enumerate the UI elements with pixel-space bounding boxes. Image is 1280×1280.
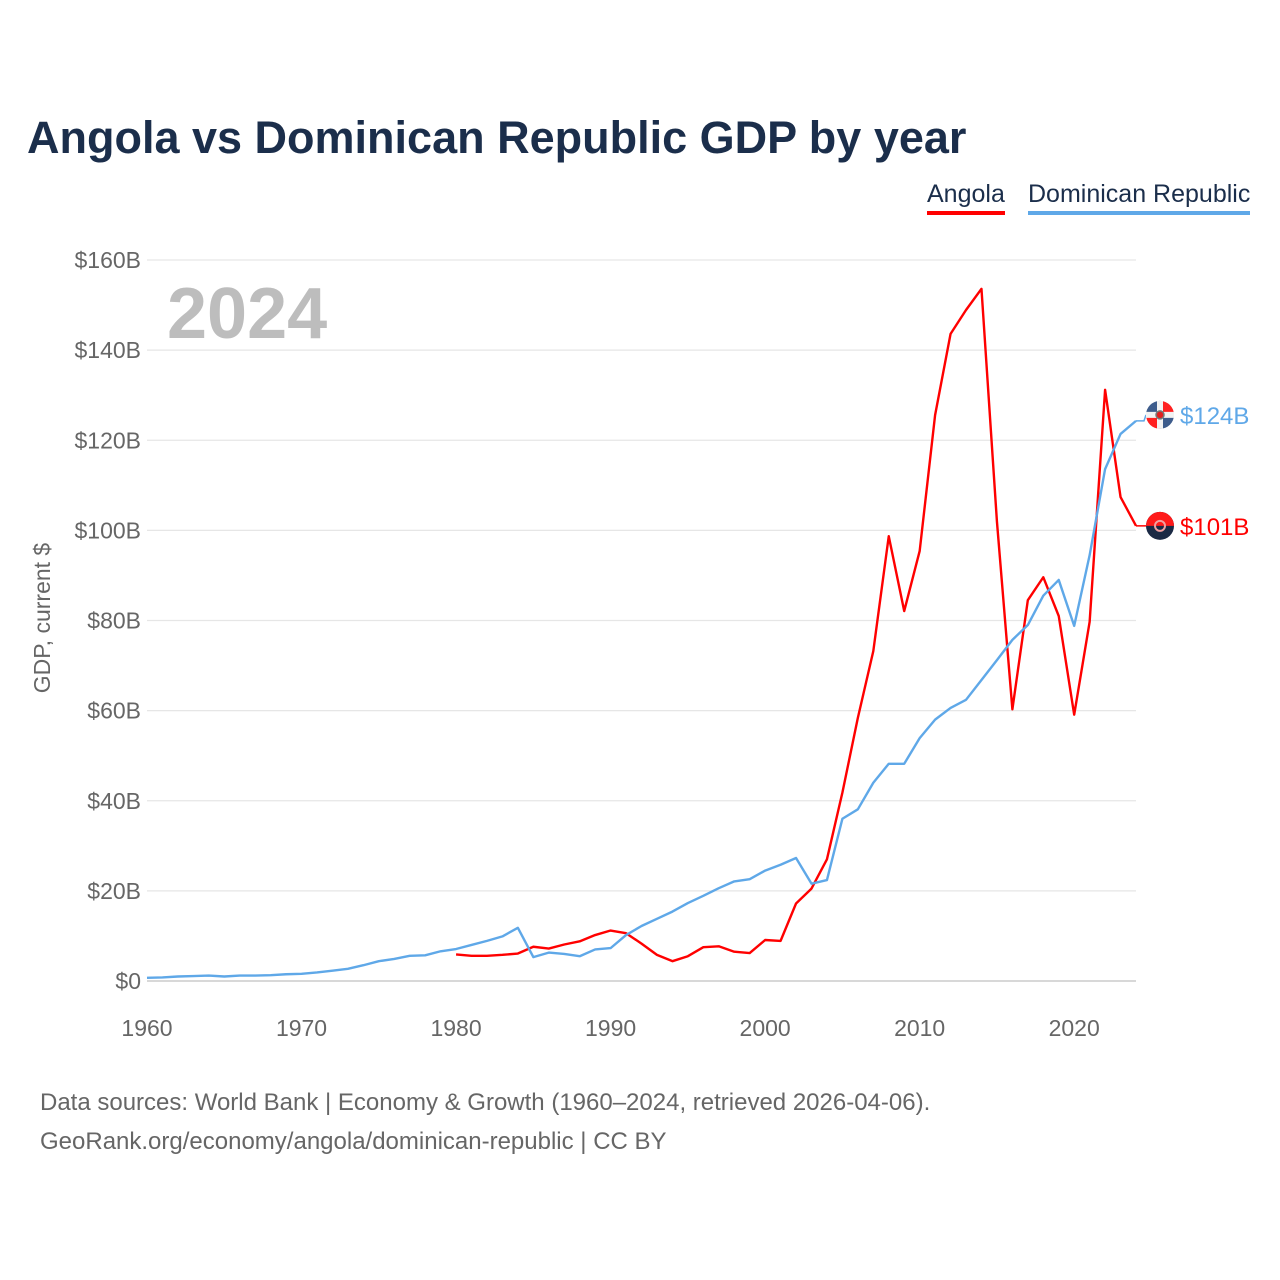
- y-tick-label: $0: [115, 968, 141, 994]
- end-connector: [1136, 414, 1147, 422]
- x-tick-label: 2020: [1049, 1015, 1100, 1041]
- angola-flag-icon: [1146, 511, 1174, 540]
- dominican-republic-flag-icon: [1146, 400, 1174, 429]
- x-tick-label: 1970: [276, 1015, 327, 1041]
- y-tick-label: $160B: [74, 247, 141, 273]
- y-tick-label: $20B: [87, 878, 141, 904]
- x-tick-label: 1980: [430, 1015, 481, 1041]
- y-tick-label: $120B: [74, 427, 141, 453]
- chart-title: Angola vs Dominican Republic GDP by year: [27, 112, 967, 163]
- end-value-label: $124B: [1180, 403, 1249, 430]
- y-tick-label: $140B: [74, 337, 141, 363]
- year-watermark: 2024: [167, 274, 327, 354]
- footer-link[interactable]: GeoRank.org/economy/angola/dominican-rep…: [40, 1128, 667, 1155]
- y-tick-label: $40B: [87, 788, 141, 814]
- x-tick-label: 1960: [121, 1015, 172, 1041]
- y-axis-label: GDP, current $: [29, 543, 55, 694]
- y-tick-label: $80B: [87, 608, 141, 634]
- y-tick-label: $100B: [74, 517, 141, 543]
- footer: Data sources: World Bank | Economy & Gro…: [40, 1083, 930, 1161]
- legend-item-angola[interactable]: Angola: [927, 180, 1005, 215]
- x-tick-label: 2000: [740, 1015, 791, 1041]
- y-tick-label: $60B: [87, 698, 141, 724]
- series-line-dominican-republic: [146, 419, 1137, 980]
- end-value-label: $101B: [1180, 514, 1249, 541]
- footer-sources: Data sources: World Bank | Economy & Gro…: [40, 1089, 931, 1116]
- x-tick-label: 2010: [894, 1015, 945, 1041]
- x-tick-label: 1990: [585, 1015, 636, 1041]
- legend-item-dominican-republic[interactable]: Dominican Republic: [1028, 180, 1251, 215]
- series-line-angola: [455, 287, 1138, 963]
